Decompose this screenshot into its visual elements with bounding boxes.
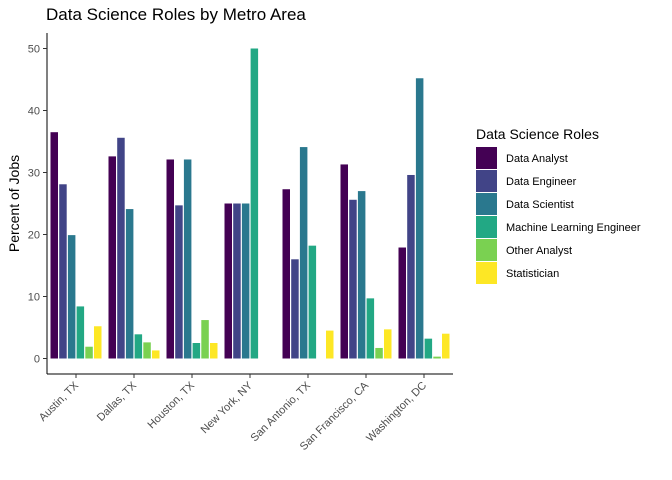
legend-label-data-engineer: Data Engineer — [506, 176, 577, 188]
bar-san-francisco-ca-machine-learning-engineer — [366, 298, 375, 359]
x-tick-label-dallas-tx: Dallas, TX — [95, 379, 140, 424]
y-tick-label-30: 30 — [28, 168, 40, 180]
bar-houston-tx-other-analyst — [201, 320, 209, 359]
legend-key-data-analyst — [476, 147, 497, 169]
bar-washington-dc-machine-learning-engineer — [424, 338, 433, 359]
bar-dallas-tx-other-analyst — [143, 342, 151, 359]
bar-san-antonio-tx-machine-learning-engineer — [308, 245, 317, 359]
x-tick-label-austin-tx: Austin, TX — [37, 379, 82, 424]
bar-san-francisco-ca-data-engineer — [349, 199, 357, 359]
y-tick-label-20: 20 — [28, 230, 40, 242]
bar-san-francisco-ca-statistician — [384, 329, 392, 359]
bar-houston-tx-machine-learning-engineer — [192, 343, 201, 359]
bar-san-antonio-tx-data-engineer — [291, 259, 299, 359]
legend-key-other-analyst — [476, 239, 497, 261]
bar-dallas-tx-data-analyst — [108, 156, 116, 359]
bar-washington-dc-statistician — [442, 333, 450, 359]
bar-washington-dc-data-scientist — [415, 78, 424, 359]
bar-austin-tx-statistician — [94, 326, 102, 359]
bar-dallas-tx-statistician — [152, 350, 160, 359]
legend-title: Data Science Roles — [476, 126, 599, 142]
x-tick-label-houston-tx: Houston, TX — [146, 379, 198, 431]
legend-key-machine-learning-engineer — [476, 216, 497, 238]
bar-austin-tx-data-engineer — [59, 184, 67, 359]
bars-layer — [50, 48, 450, 359]
legend-label-data-scientist: Data Scientist — [506, 199, 574, 211]
legend-label-other-analyst: Other Analyst — [506, 245, 572, 257]
bar-dallas-tx-data-scientist — [125, 209, 134, 359]
bar-washington-dc-data-analyst — [398, 247, 406, 359]
bar-austin-tx-data-analyst — [50, 132, 58, 359]
chart-title: Data Science Roles by Metro Area — [46, 5, 306, 24]
bar-austin-tx-data-scientist — [67, 235, 76, 359]
bar-san-francisco-ca-data-analyst — [340, 164, 348, 359]
bar-san-antonio-tx-data-scientist — [299, 147, 308, 359]
bar-austin-tx-machine-learning-engineer — [76, 306, 85, 359]
bar-san-francisco-ca-data-scientist — [357, 191, 366, 359]
bar-dallas-tx-data-engineer — [117, 137, 125, 359]
legend-label-statistician: Statistician — [506, 268, 559, 280]
y-tick-label-50: 50 — [28, 44, 40, 56]
legend: Data Science Roles Data Analyst Data Engin… — [476, 126, 641, 284]
bar-washington-dc-other-analyst — [433, 356, 441, 359]
bar-san-antonio-tx-data-analyst — [282, 189, 290, 359]
x-tick-label-new-york-ny: New York, NY — [199, 379, 256, 436]
x-tick-label-san-antonio-tx: San Antonio, TX — [249, 379, 314, 444]
bar-houston-tx-data-engineer — [175, 205, 183, 359]
y-axis-title: Percent of Jobs — [6, 155, 22, 252]
bar-new-york-ny-data-analyst — [224, 203, 232, 359]
legend-label-data-analyst: Data Analyst — [506, 153, 568, 165]
bar-houston-tx-statistician — [210, 343, 218, 359]
bar-new-york-ny-data-engineer — [233, 203, 241, 359]
bar-houston-tx-data-analyst — [166, 159, 174, 359]
legend-key-data-scientist — [476, 193, 497, 215]
bar-washington-dc-data-engineer — [407, 174, 415, 359]
legend-key-statistician — [476, 262, 497, 284]
x-tick-label-washington-dc: Washington, DC — [364, 380, 429, 445]
bar-houston-tx-data-scientist — [183, 159, 192, 359]
legend-label-machine-learning-engineer: Machine Learning Engineer — [506, 222, 641, 234]
y-tick-label-40: 40 — [28, 106, 40, 118]
y-tick-label-10: 10 — [28, 292, 40, 304]
bar-new-york-ny-machine-learning-engineer — [250, 48, 259, 359]
y-tick-label-0: 0 — [34, 354, 40, 366]
bar-new-york-ny-data-scientist — [241, 203, 250, 359]
bar-dallas-tx-machine-learning-engineer — [134, 334, 143, 359]
bar-san-antonio-tx-statistician — [326, 330, 334, 359]
legend-key-data-engineer — [476, 170, 497, 192]
bar-san-francisco-ca-other-analyst — [375, 347, 383, 359]
bar-austin-tx-other-analyst — [85, 346, 93, 359]
